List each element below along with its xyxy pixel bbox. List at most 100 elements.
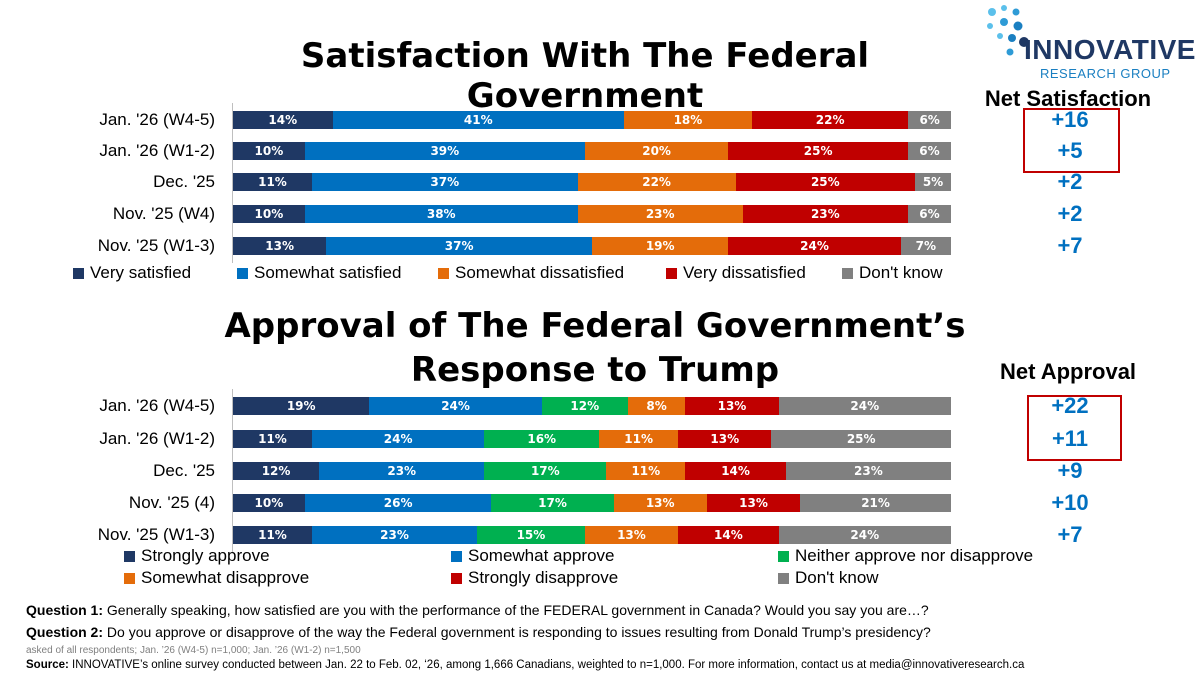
approval-legend-label: Somewhat approve [468, 546, 615, 565]
approval-net-value: +9 [1057, 458, 1083, 483]
approval-row-label: Nov. '25 (4) [128, 493, 215, 512]
net-approval-header: Net Approval [999, 359, 1137, 384]
satisfaction-legend-label: Somewhat satisfied [254, 263, 402, 282]
satisfaction-bar-segment: 14% [233, 111, 333, 129]
approval-legend-item: Don't know [778, 568, 879, 588]
satisfaction-bar-segment: 6% [908, 111, 951, 129]
approval-bar-segment: 15% [477, 526, 585, 544]
approval-bar-row: 11% 24% 16% 11% 13% 25% [233, 430, 951, 448]
satisfaction-legend-swatch [73, 267, 84, 279]
approval-legend-swatch [778, 550, 789, 562]
chart1-title: Satisfaction With The Federal Government [300, 36, 870, 116]
approval-bar-row: 10% 26% 17% 13% 13% 21% [233, 494, 951, 512]
satisfaction-bar-segment: 22% [577, 173, 736, 191]
satisfaction-bar-segment: 18% [623, 111, 752, 129]
satisfaction-bar-row: 10% 38% 23% 23% 6% [233, 205, 951, 223]
approval-legend-item: Neither approve nor disapprove [778, 546, 1033, 566]
sample-note: asked of all respondents; Jan. ’26 (W4-5… [26, 645, 361, 656]
approval-bar-segment: 24% [778, 526, 951, 544]
approval-bar-segment: 14% [678, 526, 779, 544]
satisfaction-legend-label: Very dissatisfied [683, 263, 806, 282]
approval-net-value: +11 [1051, 426, 1089, 451]
satisfaction-net-highlight-box [1023, 108, 1120, 173]
approval-legend-swatch [778, 572, 789, 584]
approval-bar-segment: 13% [706, 494, 801, 512]
satisfaction-bar-row: 11% 37% 22% 25% 5% [233, 173, 951, 191]
approval-bar-segment: 11% [233, 526, 312, 544]
approval-bar-segment: 21% [800, 494, 951, 512]
approval-bar-segment: 14% [685, 462, 786, 480]
satisfaction-net-value: +2 [1057, 169, 1083, 194]
approval-row-label: Nov. '25 (W1-3) [97, 525, 215, 544]
approval-legend-label: Strongly disapprove [468, 568, 619, 587]
chart2-title: Approval of The Federal Government’s Res… [224, 306, 966, 390]
satisfaction-bar-segment: 7% [900, 237, 951, 255]
approval-bar-segment: 13% [613, 494, 707, 512]
satisfaction-net-value: +16 [1051, 107, 1089, 132]
satisfaction-row-label: Dec. '25 [153, 172, 215, 191]
satisfaction-bar-segment: 25% [728, 142, 908, 160]
approval-bar-row: 12% 23% 17% 11% 14% 23% [233, 462, 951, 480]
approval-legend-label: Don't know [795, 568, 879, 587]
approval-row-label: Dec. '25 [153, 461, 215, 480]
satisfaction-row-label: Jan. '26 (W4-5) [99, 110, 215, 129]
question-1: Question 1: Generally speaking, how sati… [26, 602, 929, 618]
satisfaction-legend-item: Don't know [842, 263, 943, 283]
satisfaction-legend-swatch [842, 267, 853, 279]
approval-bar-segment: 13% [678, 430, 772, 448]
satisfaction-legend-swatch [666, 267, 677, 279]
approval-bar-segment: 8% [627, 397, 686, 415]
satisfaction-bar-segment: 19% [591, 237, 729, 255]
source-text: INNOVATIVE’s online survey conducted bet… [68, 659, 1025, 671]
source-label: Source: [26, 659, 69, 671]
approval-bar-segment: 11% [233, 430, 312, 448]
approval-bar-segment: 24% [311, 430, 485, 448]
satisfaction-row-label: Nov. '25 (W1-3) [97, 236, 215, 255]
satisfaction-bar-segment: 23% [742, 205, 908, 223]
approval-legend-item: Somewhat disapprove [124, 568, 309, 588]
satisfaction-bar-segment: 11% [233, 173, 312, 191]
approval-legend-label: Neither approve nor disapprove [795, 546, 1034, 565]
satisfaction-bar-segment: 39% [304, 142, 585, 160]
approval-legend-label: Somewhat disapprove [141, 568, 310, 587]
approval-legend-swatch [451, 572, 462, 584]
satisfaction-legend-item: Very dissatisfied [666, 263, 806, 283]
satisfaction-axis-line [232, 103, 233, 263]
logo-dots-icon [987, 5, 1029, 56]
approval-bar-row: 11% 23% 15% 13% 14% 24% [233, 526, 951, 544]
satisfaction-bar-segment: 10% [233, 205, 305, 223]
source-note: Source: INNOVATIVE’s online survey condu… [26, 659, 1024, 671]
satisfaction-legend-swatch [438, 267, 449, 279]
approval-bar-segment: 11% [606, 462, 686, 480]
approval-bar-segment: 24% [369, 397, 542, 415]
question-2-text: Do you approve or disapprove of the way … [103, 624, 931, 640]
satisfaction-bar-segment: 23% [577, 205, 743, 223]
satisfaction-bar-segment: 22% [751, 111, 909, 129]
question-1-label: Question 1: [26, 602, 104, 618]
approval-bar-segment: 13% [584, 526, 679, 544]
satisfaction-bar-row: 14% 41% 18% 22% 6% [233, 111, 951, 129]
approval-row-label: Jan. '26 (W4-5) [99, 396, 215, 415]
satisfaction-legend-label: Very satisfied [90, 263, 192, 282]
approval-legend-item: Strongly disapprove [451, 568, 618, 588]
approval-bar-segment: 23% [319, 462, 485, 480]
approval-bar-segment: 13% [685, 397, 779, 415]
logo-subname: RESEARCH GROUP [1040, 66, 1171, 81]
approval-bar-segment: 23% [311, 526, 478, 544]
satisfaction-bar-segment: 41% [332, 111, 624, 129]
approval-legend-swatch [124, 550, 135, 562]
satisfaction-legend-label: Somewhat dissatisfied [455, 263, 625, 282]
satisfaction-row-label: Jan. '26 (W1-2) [99, 141, 215, 160]
satisfaction-bar-segment: 38% [304, 205, 578, 223]
satisfaction-bar-segment: 25% [735, 173, 916, 191]
approval-bar-segment: 10% [233, 494, 305, 512]
approval-bar-segment: 24% [778, 397, 951, 415]
logo-name: INNOVATIVE [1024, 34, 1196, 65]
approval-row-label: Jan. '26 (W1-2) [99, 429, 215, 448]
satisfaction-bar-segment: 37% [311, 173, 578, 191]
satisfaction-bar-segment: 24% [728, 237, 901, 255]
approval-bar-segment: 12% [541, 397, 628, 415]
satisfaction-legend-item: Very satisfied [73, 263, 191, 283]
approval-bar-segment: 23% [785, 462, 951, 480]
satisfaction-bar-row: 13% 37% 19% 24% 7% [233, 237, 951, 255]
